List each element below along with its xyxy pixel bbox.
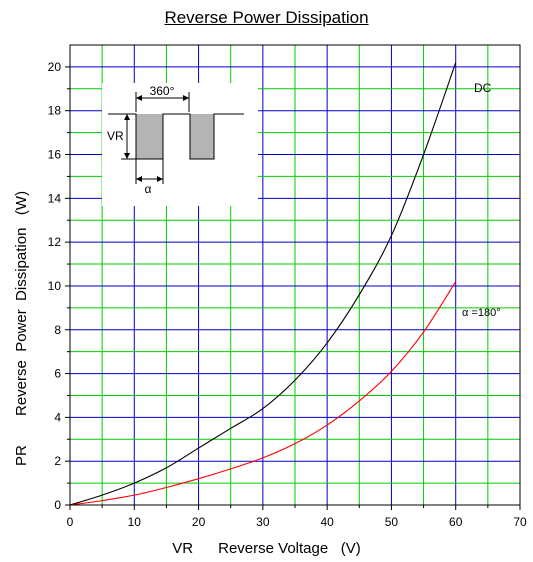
series-label-alpha180: α =180° — [462, 307, 501, 319]
series-layer — [69, 62, 457, 506]
y-tick-label: 4 — [54, 410, 61, 424]
waveform-inset: 360° VR α — [102, 83, 258, 206]
x-tick-label: 10 — [128, 515, 142, 529]
y-tick-label: 8 — [54, 323, 61, 337]
x-tick-label: 20 — [192, 515, 206, 529]
y-tick-label: 2 — [54, 454, 61, 468]
waveform-line — [108, 113, 244, 160]
vr-label: VR — [107, 129, 124, 143]
y-tick-label: 10 — [48, 279, 62, 293]
pulse-block-2 — [190, 114, 214, 159]
x-tick-label: 30 — [256, 515, 270, 529]
x-tick-label: 60 — [449, 515, 463, 529]
tick-layer: 0 10 20 30 40 50 60 70 0 2 4 6 8 10 12 14 16 18 20 — [48, 60, 527, 529]
series-label-dc: DC — [474, 81, 492, 95]
y-tick-label: 20 — [48, 60, 62, 74]
x-tick-label: 0 — [67, 515, 74, 529]
pulse-block-1 — [136, 114, 163, 159]
alpha-label: α — [145, 182, 152, 196]
series-line-alpha180 — [69, 281, 457, 506]
x-tick-label: 70 — [513, 515, 527, 529]
y-axis-label: PR Reverse Power Dissipation (W) — [13, 190, 30, 466]
x-tick-label: 40 — [320, 515, 334, 529]
y-tick-label: 0 — [54, 498, 61, 512]
y-tick-label: 6 — [54, 367, 61, 381]
series-labels: DC α =180° — [462, 81, 501, 319]
y-tick-label: 18 — [48, 104, 62, 118]
chart-title: Reverse Power Dissipation — [164, 8, 369, 27]
series-line-dc — [69, 62, 457, 506]
x-axis-label: VR Reverse Voltage (V) — [172, 540, 361, 557]
x-tick-label: 50 — [385, 515, 399, 529]
y-tick-label: 16 — [48, 148, 62, 162]
period-label: 360° — [150, 84, 175, 98]
y-tick-label: 14 — [48, 191, 62, 205]
y-tick-label: 12 — [48, 235, 62, 249]
